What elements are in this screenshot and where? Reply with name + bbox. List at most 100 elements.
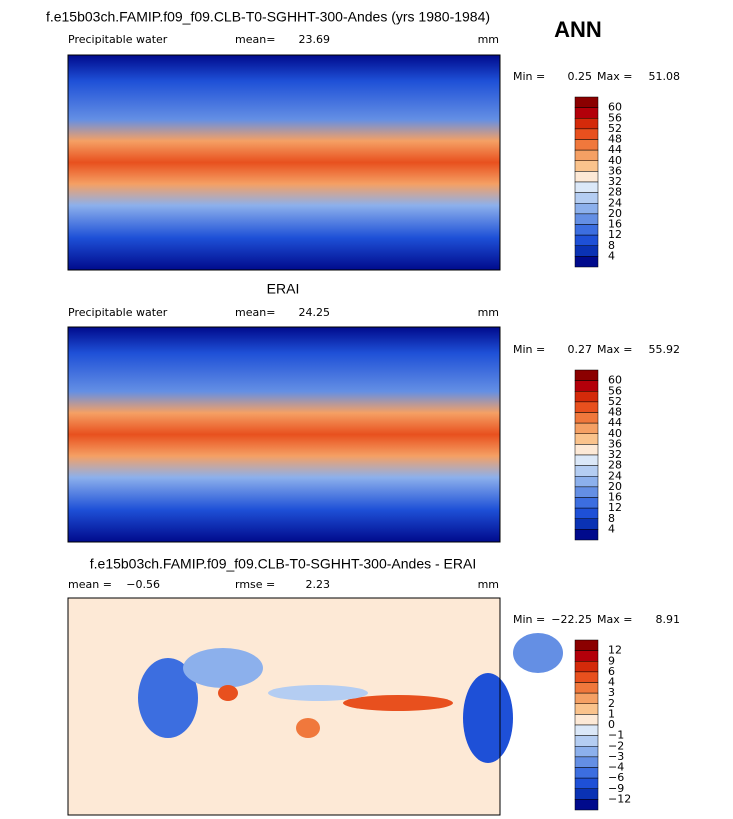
colorbar-swatch	[574, 486, 599, 498]
colorbar-swatch	[574, 777, 599, 789]
min-value: 0.27	[568, 343, 593, 356]
max-label: Max =	[597, 70, 632, 83]
panel-title: ERAI	[267, 281, 300, 297]
colorbar-label: 2	[608, 697, 615, 710]
colorbar-label: 20	[608, 207, 622, 220]
colorbar-swatch	[574, 529, 599, 541]
stat-value: 23.69	[299, 33, 331, 46]
season-title: ANN	[554, 17, 602, 42]
colorbar-label: 52	[608, 122, 622, 135]
colorbar-label: 44	[608, 143, 622, 156]
colorbar-label: 36	[608, 437, 622, 450]
colorbar-label: 3	[608, 686, 615, 699]
colorbar-swatch	[574, 433, 599, 445]
units: mm	[478, 306, 499, 319]
colorbar-swatch	[574, 476, 599, 488]
colorbar-label: 4	[608, 522, 615, 535]
colorbar-label: 8	[608, 239, 615, 252]
min-label: Min =	[513, 613, 545, 626]
colorbar-label: 32	[608, 175, 622, 188]
colorbar-swatch	[574, 703, 599, 715]
panel-title: f.e15b03ch.FAMIP.f09_f09.CLB-T0-SGHHT-30…	[90, 556, 476, 572]
max-label: Max =	[597, 613, 632, 626]
colorbar-label: 0	[608, 718, 615, 731]
colorbar-label: −3	[608, 750, 624, 763]
colorbar-swatch	[574, 107, 599, 119]
colorbar-swatch	[574, 256, 599, 268]
colorbar-swatch	[574, 444, 599, 456]
colorbar-label: 48	[608, 406, 622, 419]
panel: f.e15b03ch.FAMIP.f09_f09.CLB-T0-SGHHT-30…	[67, 556, 680, 816]
colorbar-swatch	[574, 171, 599, 183]
colorbar-label: 44	[608, 416, 622, 429]
max-label: Max =	[597, 343, 632, 356]
colorbar-swatch	[574, 160, 599, 172]
colorbar-swatch	[574, 692, 599, 704]
colorbar-label: 36	[608, 164, 622, 177]
colorbar-swatch	[574, 118, 599, 130]
colorbar-label: 24	[608, 196, 622, 209]
colorbar-label: 1	[608, 707, 615, 720]
colorbar-swatch	[574, 139, 599, 151]
colorbar-swatch	[574, 454, 599, 466]
colorbar-label: 12	[608, 228, 622, 241]
colorbar-swatch	[574, 799, 599, 811]
colorbar-label: 40	[608, 427, 622, 440]
colorbar-label: −2	[608, 739, 624, 752]
min-value: −22.25	[551, 613, 592, 626]
stat-label: mean=	[235, 306, 275, 319]
units: mm	[478, 578, 499, 591]
colorbar-swatch	[574, 234, 599, 246]
colorbar-label: 20	[608, 480, 622, 493]
map-blob	[218, 685, 238, 701]
colorbar-label: 56	[608, 384, 622, 397]
stat-label: mean=	[235, 33, 275, 46]
map-field	[67, 326, 501, 543]
map-blob	[138, 658, 198, 738]
colorbar-swatch	[574, 181, 599, 193]
colorbar-label: 4	[608, 676, 615, 689]
colorbar-swatch	[574, 497, 599, 509]
map-blob	[513, 633, 563, 673]
panel-title: f.e15b03ch.FAMIP.f09_f09.CLB-T0-SGHHT-30…	[46, 9, 490, 25]
colorbar-label: 48	[608, 133, 622, 146]
left-label: mean =	[68, 578, 112, 591]
colorbar-swatch	[574, 203, 599, 215]
colorbar-swatch	[574, 724, 599, 736]
colorbar-swatch	[574, 245, 599, 257]
colorbar-label: 8	[608, 512, 615, 525]
colorbar-swatch	[574, 756, 599, 768]
colorbar-swatch	[574, 465, 599, 477]
colorbar-swatch	[574, 391, 599, 403]
colorbar-label: 60	[608, 101, 622, 114]
max-value: 51.08	[649, 70, 681, 83]
colorbar-label: 16	[608, 218, 622, 231]
colorbar-swatch	[574, 714, 599, 726]
map-field	[67, 54, 501, 271]
stat-value: 24.25	[299, 306, 331, 319]
colorbar-swatch	[574, 149, 599, 161]
map-blob	[343, 695, 453, 711]
colorbar-swatch	[574, 213, 599, 225]
colorbar-label: −6	[608, 771, 624, 784]
colorbar-swatch	[574, 518, 599, 530]
colorbar-label: 24	[608, 469, 622, 482]
colorbar-swatch	[574, 639, 599, 651]
min-label: Min =	[513, 343, 545, 356]
colorbar-swatch	[574, 682, 599, 694]
colorbar-swatch	[574, 128, 599, 140]
colorbar-swatch	[574, 369, 599, 381]
stat-value: 2.23	[306, 578, 331, 591]
map-blob	[296, 718, 320, 738]
max-value: 55.92	[649, 343, 681, 356]
panel: f.e15b03ch.FAMIP.f09_f09.CLB-T0-SGHHT-30…	[46, 9, 681, 271]
units: mm	[478, 33, 499, 46]
stat-label: rmse =	[235, 578, 275, 591]
colorbar-label: 32	[608, 448, 622, 461]
colorbar-label: 6	[608, 665, 615, 678]
colorbar-swatch	[574, 422, 599, 434]
colorbar-label: 28	[608, 459, 622, 472]
colorbar-label: −12	[608, 792, 631, 805]
colorbar-swatch	[574, 671, 599, 683]
